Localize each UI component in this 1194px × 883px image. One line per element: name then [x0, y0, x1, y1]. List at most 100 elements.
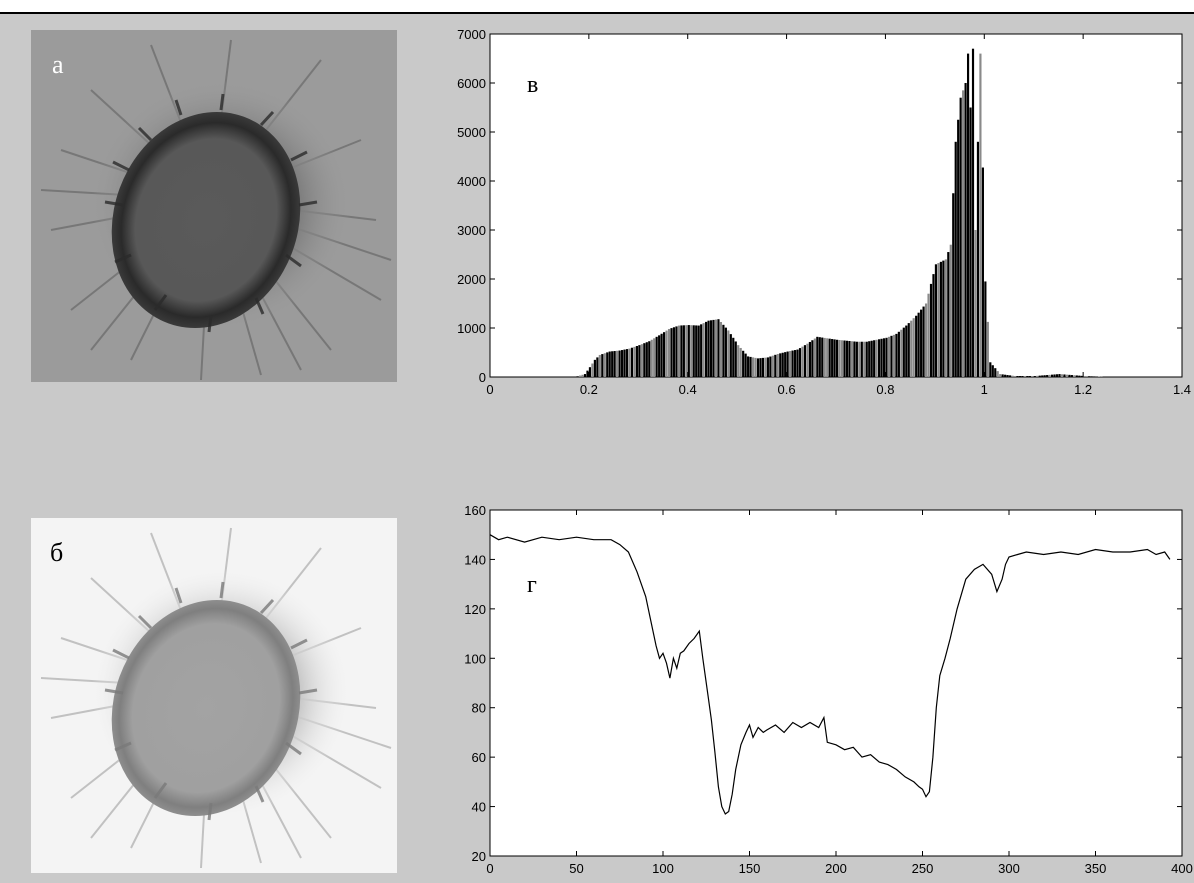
histogram-bar	[944, 259, 947, 377]
histogram-bar	[583, 374, 587, 377]
histogram-bar	[964, 83, 967, 377]
histogram-bar	[603, 353, 606, 377]
histogram-bar	[685, 325, 688, 377]
histogram-bar	[902, 327, 905, 377]
histogram-bar	[593, 359, 596, 377]
histogram-bar	[860, 341, 863, 377]
histogram-bar	[675, 326, 678, 377]
histogram-bar	[868, 341, 871, 377]
profile-xtick-label: 100	[652, 861, 674, 876]
histogram-bar	[932, 274, 935, 377]
histogram-bar	[751, 357, 755, 377]
histogram-bar	[920, 309, 923, 377]
histogram-bar	[774, 354, 777, 377]
histogram-bar	[887, 336, 891, 377]
histogram-bar	[623, 349, 626, 377]
histogram-bar	[628, 348, 631, 377]
profile-ytick-label: 40	[472, 800, 486, 815]
histogram-bar	[939, 261, 942, 377]
histogram-bar	[798, 348, 802, 377]
histogram-bar	[596, 357, 599, 377]
histogram-bar	[878, 339, 881, 377]
histogram-ytick-label: 6000	[457, 76, 486, 91]
histogram-bar	[648, 341, 651, 377]
histogram-bar	[1055, 374, 1059, 377]
histogram-bar	[1018, 376, 1022, 377]
histogram-bar	[843, 340, 846, 377]
histogram-bar	[1038, 375, 1041, 377]
histogram-bar	[640, 344, 643, 377]
histogram-bar	[608, 351, 611, 377]
histogram-ytick-label: 1000	[457, 321, 486, 336]
histogram-bar	[845, 340, 849, 377]
histogram-plot-area	[489, 33, 1183, 378]
histogram-bar	[717, 319, 720, 377]
histogram-bar	[638, 345, 641, 377]
histogram-bar	[643, 343, 646, 377]
histogram-bar	[818, 337, 821, 377]
histogram-bar	[722, 324, 725, 377]
histogram-bar	[831, 339, 834, 377]
histogram-bar	[806, 343, 809, 377]
histogram-ytick-label: 5000	[457, 125, 486, 140]
panel-label-b: б	[50, 538, 64, 567]
histogram-bar	[670, 328, 673, 377]
histogram-bar	[942, 260, 945, 377]
histogram-bar	[907, 323, 910, 377]
profile-ytick-label: 100	[464, 651, 486, 666]
histogram-bar	[984, 281, 987, 377]
histogram-bar	[724, 327, 727, 377]
histogram-bar	[1075, 375, 1078, 377]
histogram-bar	[1063, 374, 1066, 377]
histogram-bar	[663, 332, 666, 377]
histogram-bar	[915, 315, 918, 377]
histogram-bar	[979, 53, 982, 377]
histogram-bar	[808, 341, 811, 377]
histogram-bar	[700, 324, 703, 377]
profile-annotation: г	[527, 572, 537, 598]
profile-ytick-label: 140	[464, 552, 486, 567]
histogram-bar	[598, 354, 601, 377]
histogram-bar	[870, 340, 873, 377]
histogram-bar	[929, 283, 933, 377]
histogram-bar	[705, 321, 708, 377]
histogram-bar	[1021, 376, 1024, 377]
histogram-bar	[776, 353, 779, 377]
histogram-bar	[1085, 376, 1088, 377]
histogram-bar	[625, 349, 629, 377]
histogram-ytick-label: 4000	[457, 174, 486, 189]
histogram-bar	[880, 338, 883, 377]
histogram-bar	[779, 353, 782, 377]
histogram-bar	[962, 90, 965, 377]
histogram-bar	[1036, 375, 1039, 377]
histogram-bar	[695, 325, 698, 377]
histogram-bar	[850, 341, 853, 377]
histogram-bar	[989, 362, 992, 377]
histogram-bar	[791, 350, 794, 377]
histogram-bar	[1031, 376, 1034, 377]
histogram-bar	[836, 339, 839, 377]
histogram-bar	[1083, 376, 1086, 377]
histogram-bar	[680, 325, 683, 377]
histogram-bar	[1016, 376, 1019, 377]
histogram-bar	[618, 350, 621, 377]
histogram-bar	[1009, 375, 1012, 377]
histogram-bar	[1046, 375, 1049, 377]
histogram-bar	[578, 375, 582, 377]
histogram-bar	[957, 119, 960, 377]
histogram-bar	[976, 141, 980, 377]
histogram-bar	[591, 363, 594, 377]
histogram-bar	[769, 356, 772, 377]
histogram-bar	[952, 193, 955, 377]
profile-xtick-label: 200	[825, 861, 847, 876]
histogram-bar	[744, 353, 747, 377]
histogram-bar	[865, 341, 868, 377]
histogram-bar	[1080, 375, 1083, 377]
histogram-bar	[719, 321, 723, 377]
histogram-bar	[737, 345, 740, 377]
histogram-bar	[789, 351, 792, 377]
histogram-bar	[873, 340, 876, 377]
histogram-bar	[702, 323, 705, 377]
histogram-xtick-label: 1.2	[1074, 382, 1092, 397]
